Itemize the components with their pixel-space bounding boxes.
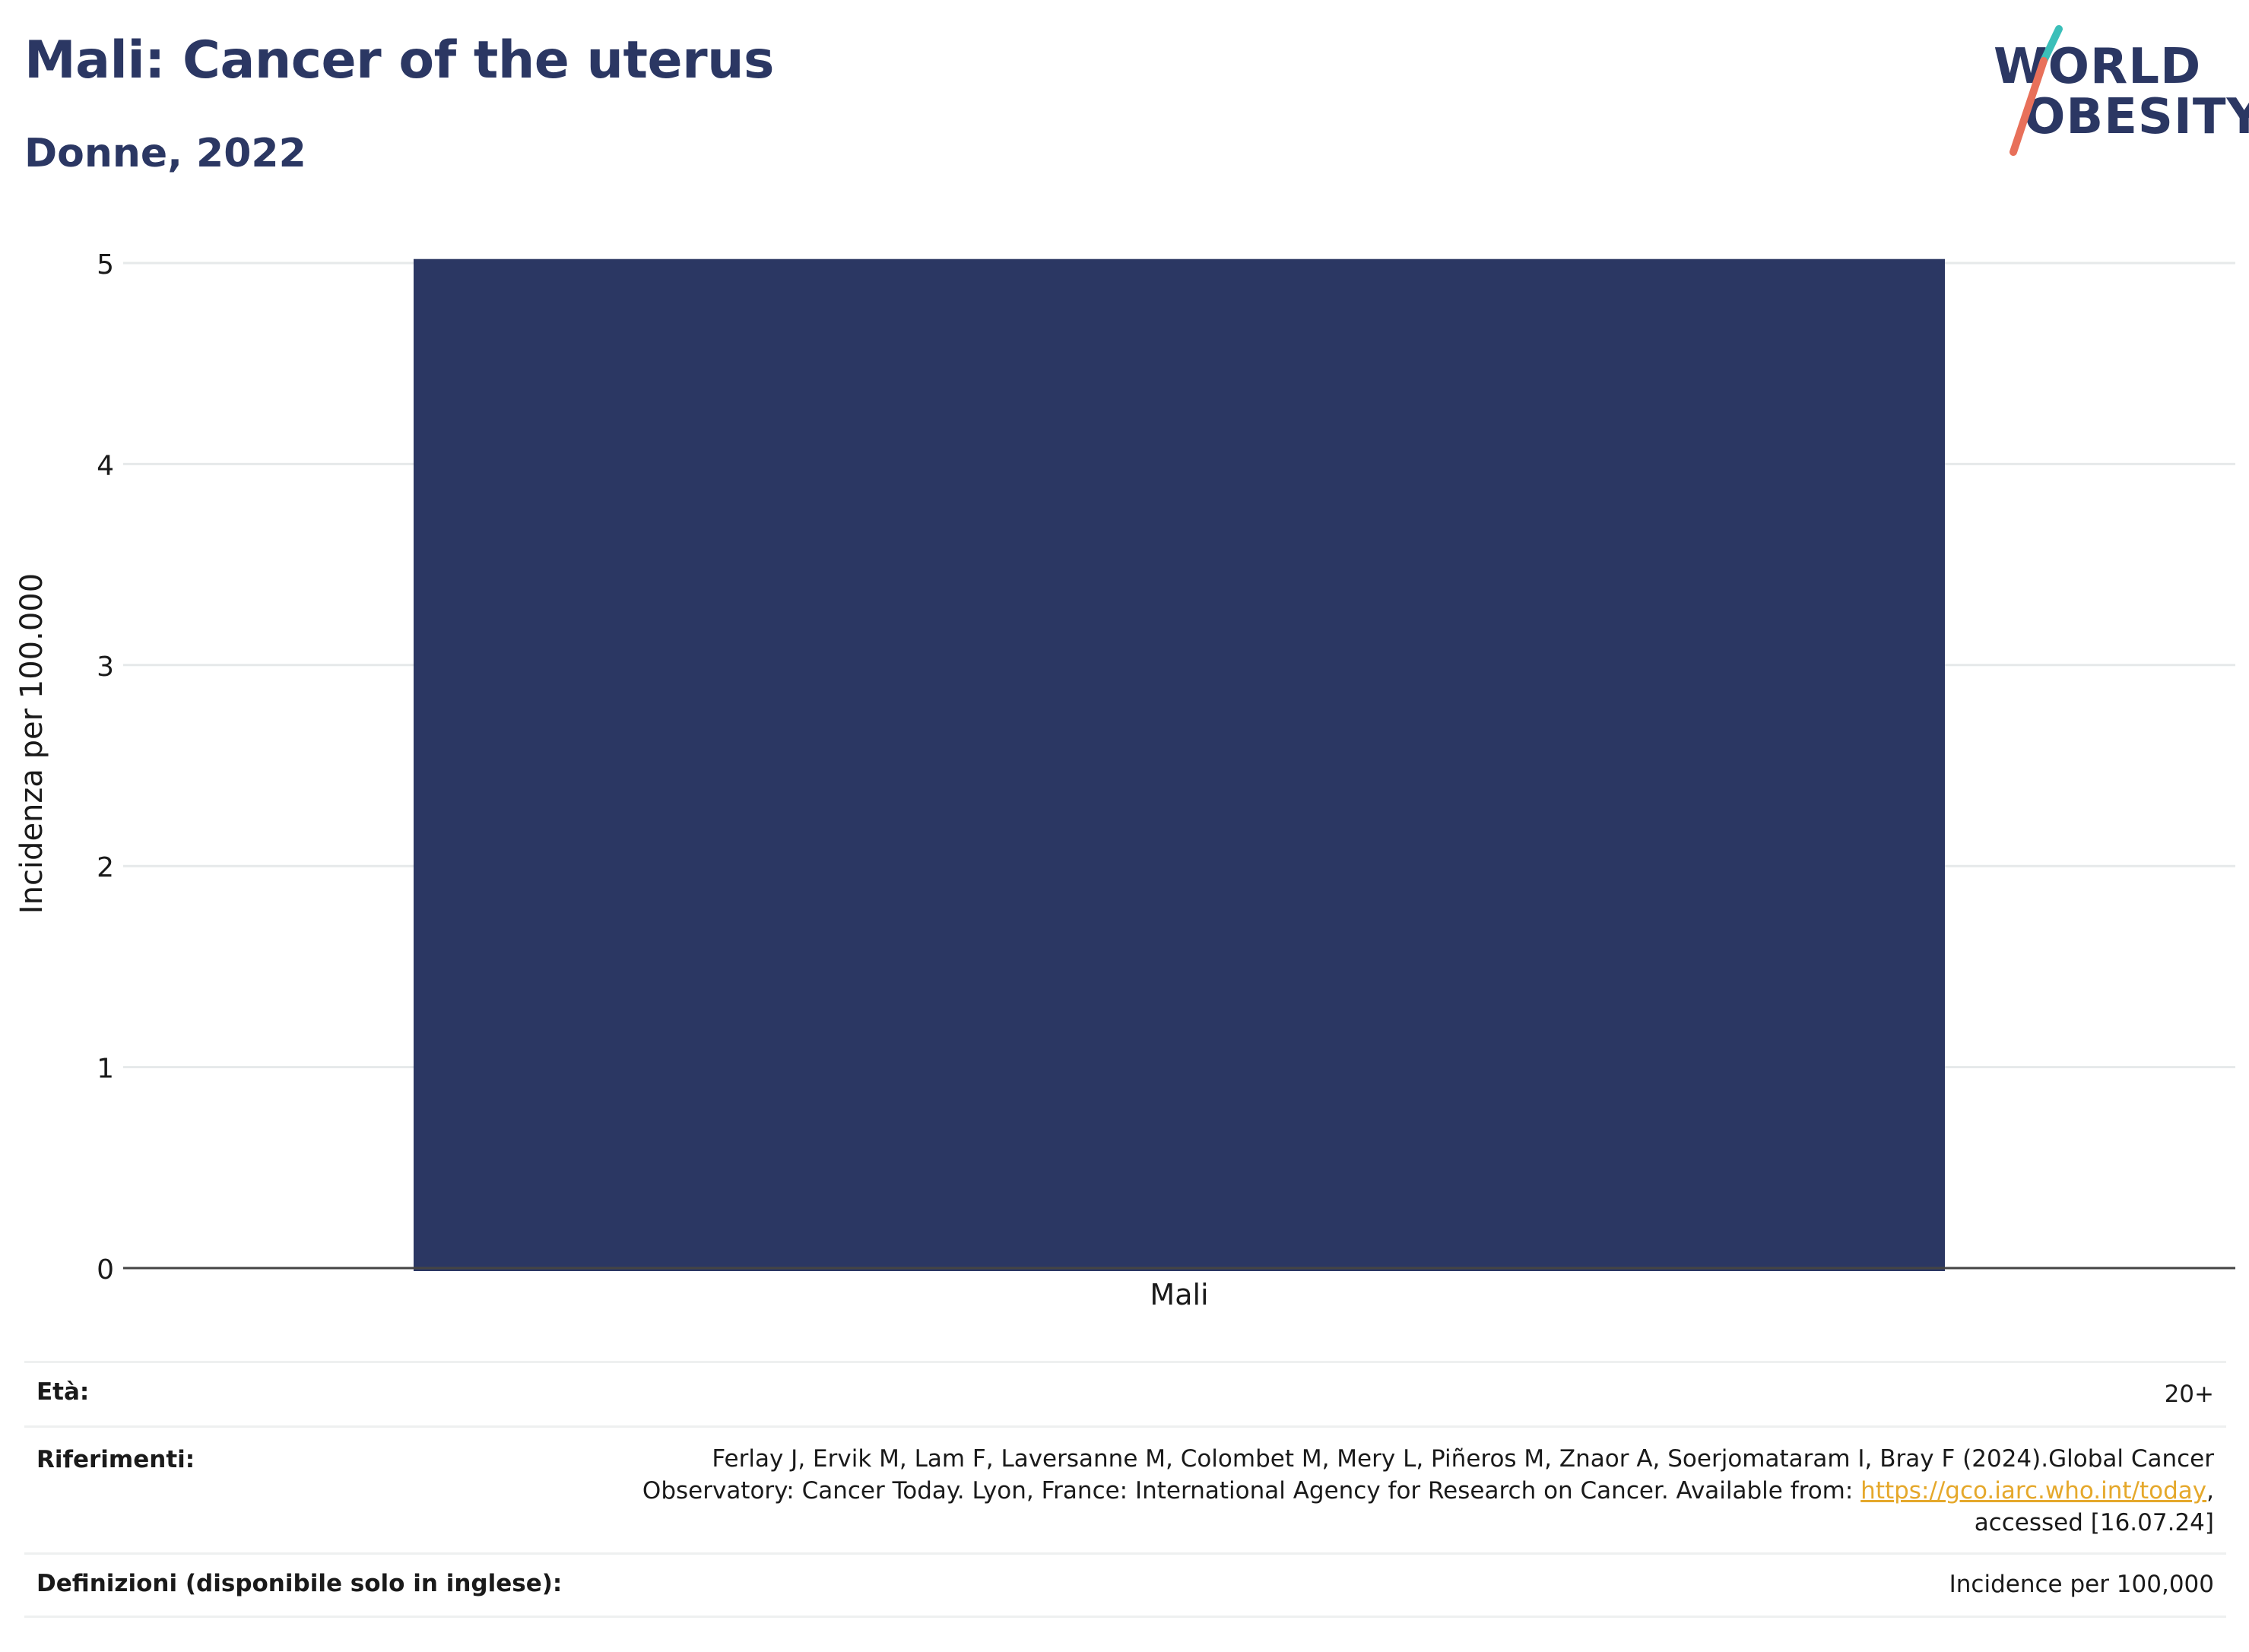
references-line-2-end: ,	[2206, 1477, 2214, 1505]
meta-row-references: Riferimenti: Ferlay J, Ervik M, Lam F, L…	[24, 1425, 2226, 1552]
references-line-3: accessed [16.07.24]	[1974, 1509, 2214, 1536]
references-value: Ferlay J, Ervik M, Lam F, Laversanne M, …	[24, 1428, 2226, 1539]
y-axis-label: Incidenza per 100.000	[14, 572, 49, 915]
metadata-table: Età: 20+ Riferimenti: Ferlay J, Ervik M,…	[24, 1361, 2226, 1618]
references-label: Riferimenti:	[36, 1446, 195, 1473]
references-line-1: Ferlay J, Ervik M, Lam F, Laversanne M, …	[712, 1445, 2214, 1473]
x-tick-label: Mali	[1150, 1278, 1208, 1311]
world-obesity-logo: WORLD OBESITY	[1977, 23, 2249, 160]
bar	[413, 258, 1946, 1271]
chart-subtitle: Donne, 2022	[24, 131, 306, 176]
definitions-value: Incidence per 100,000	[1949, 1571, 2214, 1598]
y-tick-label: 1	[97, 1054, 114, 1085]
references-link[interactable]: https://gco.iarc.who.int/today	[1860, 1477, 2207, 1505]
definitions-label: Definizioni (disponibile solo in inglese…	[36, 1570, 563, 1597]
y-tick-label: 2	[97, 852, 114, 883]
age-value: 20+	[2164, 1381, 2214, 1408]
age-label: Età:	[36, 1378, 90, 1406]
logo-text-world: WORLD	[1994, 39, 2202, 95]
y-tick-label: 0	[97, 1254, 114, 1286]
y-tick-label: 3	[97, 652, 114, 683]
meta-row-age: Età: 20+	[24, 1361, 2226, 1425]
logo-slash-icon	[2010, 25, 2063, 156]
logo-text-obesity: OBESITY	[2024, 89, 2249, 145]
y-tick-label: 4	[97, 450, 114, 481]
chart-title: Mali: Cancer of the uterus	[24, 30, 775, 90]
meta-row-definitions: Definizioni (disponibile solo in inglese…	[24, 1552, 2226, 1618]
references-line-2-text: Observatory: Cancer Today. Lyon, France:…	[642, 1477, 1861, 1505]
chart-plot-area: 0 1 2 3 4 5 Mali	[97, 249, 2235, 1311]
bar-chart: 0 1 2 3 4 5 Mali	[0, 190, 2249, 1330]
references-line-2: Observatory: Cancer Today. Lyon, France:…	[24, 1475, 2214, 1507]
y-tick-label: 5	[97, 249, 114, 281]
